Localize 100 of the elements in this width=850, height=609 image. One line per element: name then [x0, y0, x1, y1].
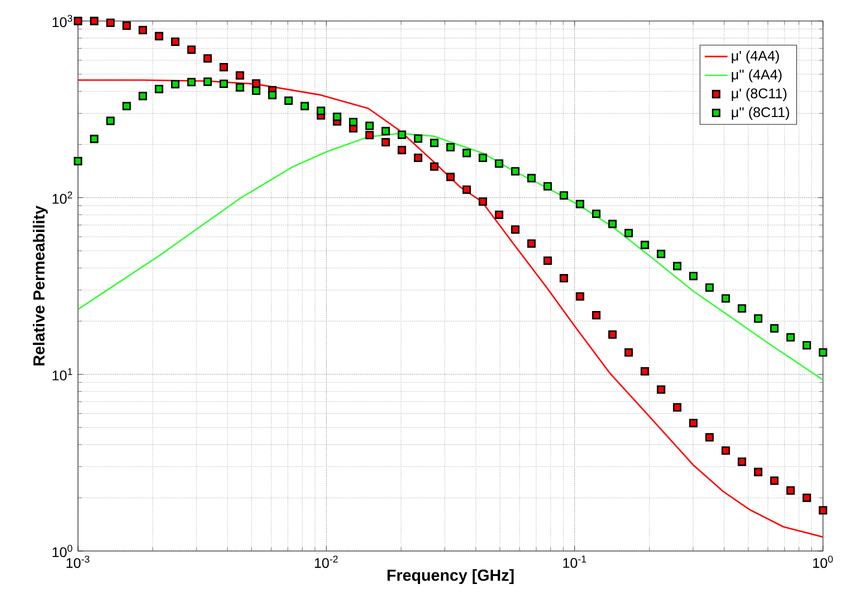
point [349, 118, 358, 126]
point [171, 38, 180, 46]
x-tick-label: 10$^{0}$ [813, 556, 833, 568]
point [608, 220, 617, 228]
point [689, 272, 698, 280]
x-tick-label: 10$^{-3}$ [66, 556, 90, 568]
y-tick-label: 10$^{2}$ [52, 192, 72, 204]
point [203, 54, 212, 63]
point [365, 122, 374, 130]
point [316, 106, 326, 116]
point [478, 197, 488, 206]
point [576, 200, 584, 208]
legend-label: μ'' (4A4) [732, 69, 782, 82]
point [154, 84, 164, 94]
point [770, 324, 779, 333]
point [187, 78, 196, 86]
point [381, 138, 390, 146]
x-tick-label: 10$^{-1}$ [563, 556, 586, 568]
y-tick-label: 10$^{0}$ [52, 544, 72, 558]
point [527, 239, 536, 248]
point [624, 228, 633, 238]
point [252, 86, 260, 95]
point [268, 90, 277, 100]
point [446, 172, 455, 182]
point [640, 367, 650, 376]
point [494, 159, 504, 168]
point [576, 292, 584, 301]
point [640, 240, 650, 250]
point [236, 83, 244, 92]
point [74, 156, 82, 166]
point [494, 210, 504, 219]
point [689, 418, 698, 428]
point [770, 476, 779, 485]
point [656, 385, 666, 394]
point [560, 274, 568, 282]
point [786, 333, 795, 342]
point [220, 80, 228, 88]
point [122, 22, 131, 30]
point [138, 92, 148, 100]
point [106, 116, 115, 126]
point [300, 102, 309, 110]
point [624, 348, 633, 357]
point [106, 18, 115, 27]
point [122, 102, 131, 110]
point [398, 146, 406, 154]
point [673, 403, 682, 412]
point [705, 433, 714, 442]
x-axis-title: Frequency [GHz] [388, 569, 514, 584]
point [818, 348, 828, 357]
point [478, 154, 488, 162]
point [656, 250, 666, 258]
point [171, 80, 180, 88]
legend-label: μ' (4A4) [732, 50, 779, 64]
point [365, 130, 374, 140]
point [673, 262, 682, 270]
x-tick-label: 10$^{-2}$ [314, 556, 338, 568]
point [722, 446, 730, 455]
point [236, 71, 244, 80]
point [754, 468, 762, 476]
point [154, 32, 164, 40]
point [90, 134, 98, 144]
y-axis-title: Relative Permeability [32, 206, 48, 366]
point [74, 16, 82, 26]
point [430, 162, 438, 171]
point [90, 16, 98, 26]
point [446, 143, 455, 152]
point [818, 506, 828, 514]
point [187, 45, 196, 54]
y-tick-label: 10$^{1}$ [52, 368, 72, 380]
point [802, 341, 811, 350]
legend-label: μ'' (8C11) [732, 106, 790, 120]
point [608, 330, 617, 339]
point [754, 314, 762, 323]
point [560, 191, 568, 200]
point [138, 26, 148, 34]
point [592, 311, 600, 320]
point [220, 62, 228, 72]
point [543, 182, 552, 190]
point [802, 494, 811, 502]
legend-label: μ' (8C11) [732, 88, 786, 102]
point [543, 256, 552, 265]
point [430, 138, 438, 148]
point [738, 458, 746, 466]
point [592, 210, 600, 218]
point [786, 486, 795, 495]
point [511, 167, 520, 176]
point [462, 185, 471, 194]
point [398, 130, 406, 139]
point [284, 96, 293, 105]
point [722, 294, 730, 303]
point [527, 174, 536, 182]
point [738, 304, 746, 313]
point [462, 148, 471, 158]
point [203, 78, 212, 86]
point [511, 225, 520, 234]
point [381, 126, 390, 136]
point [414, 154, 422, 162]
point [332, 112, 342, 121]
point [414, 134, 422, 143]
y-tick-label: 10$^{3}$ [52, 14, 72, 28]
